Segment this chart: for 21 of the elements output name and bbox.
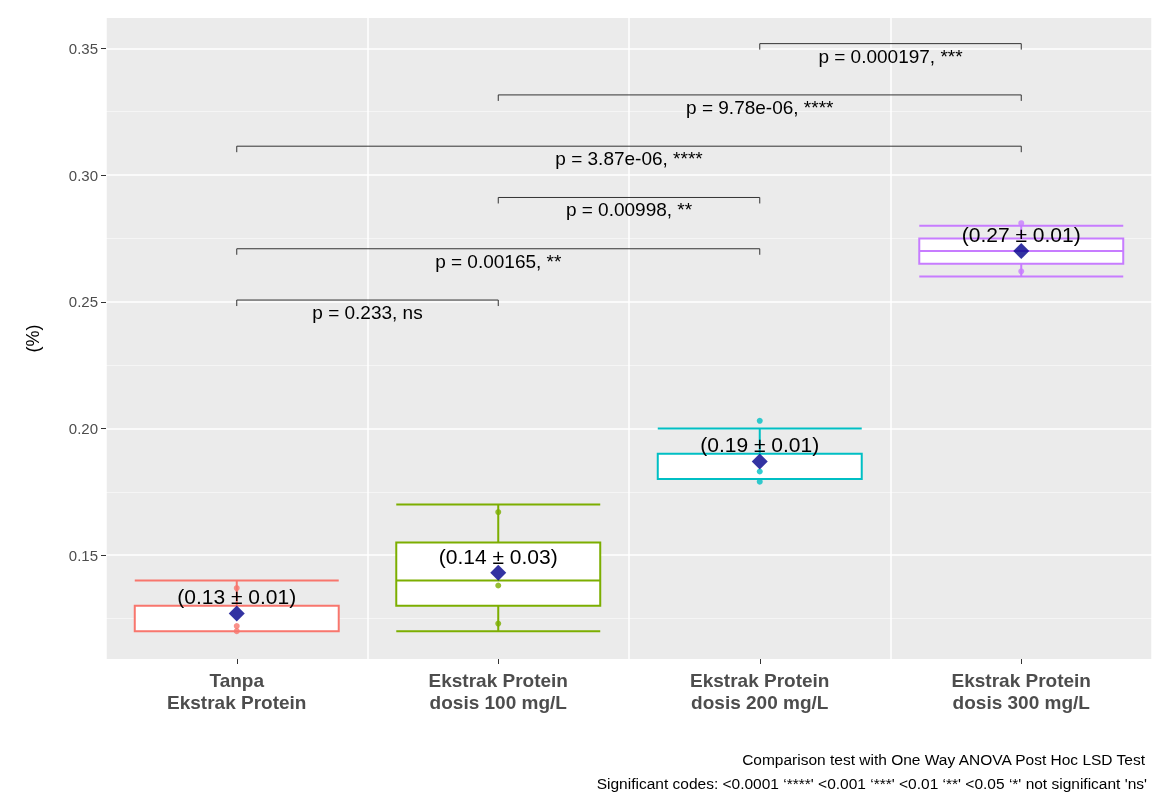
annotation: p = 0.00165, ** — [435, 250, 562, 272]
y-tick-label: 0.25 — [68, 293, 98, 311]
text: Comparison test with One Way ANOVA Post Hoc LSD Test — [742, 750, 1146, 768]
annotation: (0.27 ± 0.01) — [961, 223, 1081, 247]
annotation: p = 0.000197, *** — [818, 45, 964, 67]
y-tick-label: 0.30 — [68, 166, 98, 184]
annotation: p = 0.233, ns — [312, 302, 423, 324]
annotation: (0.13 ± 0.01) — [177, 585, 297, 609]
text: Significant codes: <0.0001 ‘****' <0.001 ‘***' <0.01 ‘**' <0.05 ‘*' not significant 'ns' — [596, 774, 1148, 792]
annotation: p = 0.00998, ** — [565, 199, 693, 221]
y-tick-label: 0.20 — [68, 419, 98, 437]
y-tick-label: 0.35 — [68, 39, 98, 57]
x-tick-label: Ekstrak Protein dosis 100 mg/L — [428, 669, 568, 713]
x-tick-label: Tanpa Ekstrak Protein — [167, 669, 307, 713]
annotation: p = 3.87e-06, **** — [555, 148, 704, 170]
y-tick-label: 0.15 — [68, 546, 98, 564]
annotation: p = 9.78e-06, **** — [686, 96, 835, 118]
y-axis-title: (%) — [23, 324, 43, 353]
x-tick-label: Ekstrak Protein dosis 300 mg/L — [951, 669, 1091, 713]
x-tick-label: Ekstrak Protein dosis 200 mg/L — [690, 669, 830, 713]
annotation: (0.14 ± 0.03) — [438, 544, 558, 568]
